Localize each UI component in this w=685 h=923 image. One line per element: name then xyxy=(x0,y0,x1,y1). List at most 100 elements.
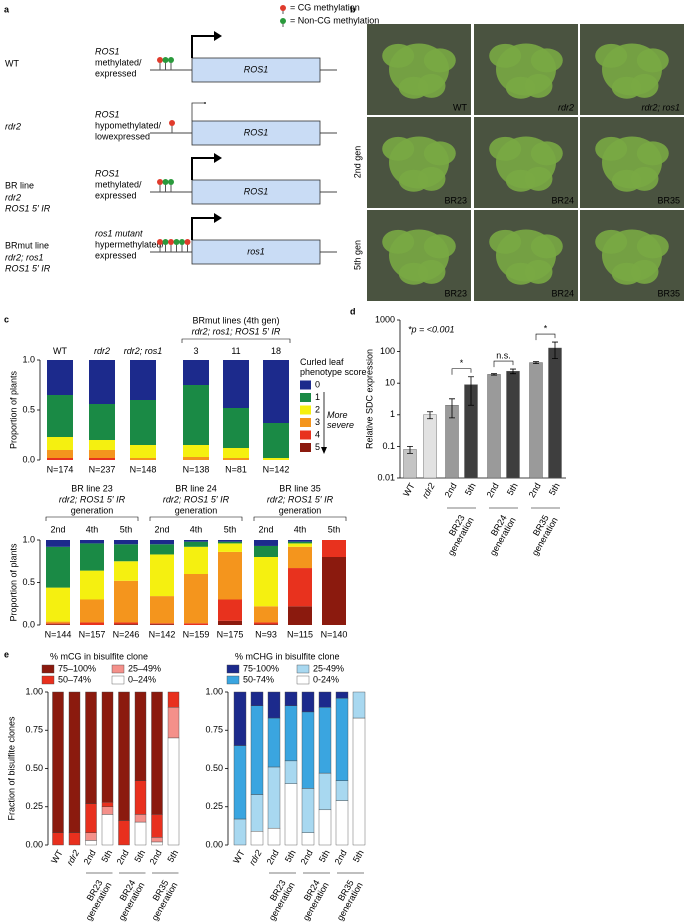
pin-head xyxy=(168,57,174,63)
y-tick-label: 0.75 xyxy=(25,725,43,735)
panel-letter: c xyxy=(4,314,9,324)
leaf xyxy=(382,136,415,161)
bar-segment xyxy=(134,814,147,823)
bar-segment xyxy=(151,814,163,838)
y-tick-label: 0.25 xyxy=(205,801,223,811)
bar-segment xyxy=(284,783,298,846)
bar-segment xyxy=(318,707,332,774)
row-description: lowexpressed xyxy=(95,131,150,141)
promoter-arrow xyxy=(191,217,214,240)
gene-box xyxy=(191,120,321,146)
bar-segment xyxy=(80,570,104,600)
x-tick-label: 2nd xyxy=(50,524,65,534)
bar-segment xyxy=(80,540,104,544)
group-label: BR35 generation xyxy=(142,876,180,922)
row-sublabel: ROS1 5′ IR xyxy=(5,203,51,213)
bar-segment xyxy=(150,624,174,625)
legend-label: 3 xyxy=(315,417,320,427)
y-axis-label: Fraction of bisulfite clones xyxy=(6,716,16,821)
comparison-bracket xyxy=(535,333,556,341)
y-tick-label: 0.00 xyxy=(25,839,43,849)
arrow-head xyxy=(214,213,222,223)
y-tick-label: 0.0 xyxy=(22,454,35,464)
gene-name: ROS1 xyxy=(244,127,269,137)
bar-segment xyxy=(68,832,81,846)
bar xyxy=(548,347,562,479)
row-label: BR line xyxy=(5,180,34,190)
bar-segment xyxy=(267,691,281,719)
bar-segment xyxy=(250,705,264,795)
n-label: N=148 xyxy=(130,464,157,474)
bar-segment xyxy=(250,794,264,832)
bar xyxy=(529,362,543,479)
error-bar xyxy=(407,446,413,454)
bar-segment xyxy=(318,772,332,811)
bar-segment xyxy=(284,691,298,706)
error-bar xyxy=(427,411,433,420)
bar-segment xyxy=(335,691,349,699)
x-tick-label: 2nd xyxy=(485,481,501,499)
group-bracket xyxy=(45,516,139,521)
gene-box xyxy=(191,239,321,265)
pin-head xyxy=(157,57,163,63)
bar-segment xyxy=(288,606,312,625)
arrow-head xyxy=(214,31,222,41)
bar-segment xyxy=(288,540,312,542)
legend-swatch xyxy=(41,675,55,685)
bar-segment xyxy=(118,691,130,821)
bar-segment xyxy=(218,541,242,544)
bar-segment xyxy=(134,691,147,781)
panel-letter: d xyxy=(350,306,356,316)
bar xyxy=(487,374,501,479)
x-tick-label: 2nd xyxy=(443,481,459,499)
leaf xyxy=(530,141,563,166)
bar-segment xyxy=(184,546,208,574)
x-tick-label: 2nd xyxy=(148,848,164,866)
bar-segment xyxy=(130,445,156,458)
pin-head xyxy=(184,239,191,245)
x-tick-label: 5th xyxy=(283,848,298,864)
error-bar xyxy=(449,398,455,419)
bar-segment xyxy=(151,841,163,846)
row-label: rdr2 xyxy=(5,121,21,131)
group-label: BR35 generation xyxy=(327,876,365,922)
group-bracket xyxy=(149,516,243,521)
pin-head xyxy=(169,120,175,126)
row-description: expressed xyxy=(95,190,137,200)
pin-head xyxy=(173,239,180,245)
group-label: BR24 generation xyxy=(293,876,331,922)
bar-segment xyxy=(233,818,247,846)
leaf xyxy=(423,234,456,259)
group-subtitle: rdr2; ROS1 5′ IR xyxy=(59,494,126,504)
bar-segment xyxy=(151,837,163,843)
bar-segment xyxy=(223,448,249,458)
promoter-arrow xyxy=(191,102,205,121)
bar-segment xyxy=(183,457,209,460)
bar-segment xyxy=(46,546,70,588)
bar-segment xyxy=(47,395,73,437)
error-bar xyxy=(552,341,558,360)
leaf xyxy=(630,259,659,284)
legend-label: 4 xyxy=(315,429,320,439)
leaf xyxy=(417,259,446,284)
bar-segment xyxy=(301,691,315,713)
bar-segment xyxy=(114,624,138,625)
photo-row-label: 2nd gen xyxy=(352,146,362,179)
bar-segment xyxy=(352,717,366,846)
bar-segment xyxy=(130,360,156,400)
bar-segment xyxy=(46,587,70,622)
bar-segment xyxy=(52,832,64,846)
x-tick-label: rdr2 xyxy=(420,481,437,500)
bar-segment xyxy=(114,580,138,623)
legend-swatch xyxy=(300,430,311,440)
bar-segment xyxy=(150,544,174,555)
bar-segment xyxy=(150,540,174,545)
pin-head xyxy=(168,239,174,245)
row-sublabel: rdr2 xyxy=(5,192,21,202)
bar-segment xyxy=(254,540,278,546)
n-label: N=142 xyxy=(149,629,176,639)
bar-segment xyxy=(46,624,70,625)
row-sublabel: ROS1 5′ IR xyxy=(5,263,51,273)
bar-segment xyxy=(267,717,281,768)
bar-segment xyxy=(223,360,249,408)
